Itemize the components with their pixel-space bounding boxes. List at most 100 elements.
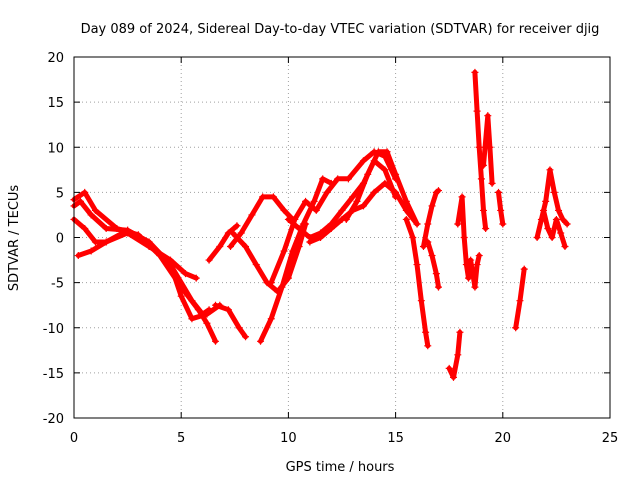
data-point — [548, 234, 556, 241]
data-point — [512, 324, 520, 332]
data-point — [344, 175, 352, 183]
data-point — [327, 224, 335, 232]
data-point — [471, 283, 479, 291]
data-point — [299, 220, 307, 228]
data-point — [252, 261, 260, 269]
data-point — [87, 247, 95, 255]
data-point — [460, 234, 468, 241]
data-point — [257, 337, 265, 345]
data-point — [402, 206, 410, 214]
x-tick-label: 20 — [495, 431, 512, 446]
data-point — [370, 188, 378, 196]
data-point — [319, 175, 327, 183]
series-arc-3 — [70, 215, 200, 282]
data-point — [413, 220, 421, 228]
y-tick-label: -5 — [51, 277, 64, 292]
data-point — [237, 229, 245, 237]
data-point — [434, 283, 442, 291]
x-tick-label: 15 — [387, 431, 404, 446]
series-band — [213, 302, 248, 340]
data-point — [473, 261, 481, 269]
data-point — [499, 220, 507, 228]
x-tick-label: 10 — [280, 431, 297, 446]
data-point — [229, 229, 237, 237]
data-point — [552, 215, 560, 223]
data-point — [413, 261, 421, 269]
y-tick-label: 20 — [47, 51, 64, 66]
data-point — [124, 226, 132, 234]
series-arc-22 — [512, 265, 528, 332]
y-tick-label: 15 — [47, 96, 64, 111]
data-point — [480, 161, 488, 169]
data-point — [454, 220, 462, 228]
data-point — [458, 193, 466, 201]
data-point — [432, 270, 440, 278]
x-axis-label: GPS time / hours — [286, 460, 395, 475]
series-band — [446, 329, 463, 380]
data-point — [267, 315, 275, 323]
series-band — [206, 223, 240, 263]
data-point — [469, 270, 477, 278]
data-point — [205, 256, 213, 264]
y-tick-label: 10 — [47, 141, 64, 156]
data-point — [424, 342, 432, 350]
series-band — [425, 239, 441, 290]
data-point — [449, 373, 457, 381]
data-point — [233, 222, 241, 230]
data-point — [533, 234, 541, 241]
chart-title: Day 089 of 2024, Sidereal Day-to-day VTE… — [81, 22, 600, 37]
data-point — [181, 270, 189, 278]
series-arc-8 — [227, 193, 297, 251]
data-point — [224, 306, 232, 314]
data-point — [550, 188, 558, 196]
data-point — [480, 206, 488, 214]
data-point — [76, 197, 84, 205]
y-tick-label: -15 — [43, 367, 64, 382]
data-point — [349, 206, 357, 214]
data-point — [259, 193, 267, 201]
data-point — [364, 170, 372, 178]
data-point — [516, 297, 524, 305]
data-point — [306, 238, 314, 246]
data-point — [302, 197, 310, 205]
data-point — [542, 197, 550, 205]
data-point — [323, 188, 331, 196]
data-point — [353, 197, 361, 205]
y-axis-label: SDTVAR / TECUs — [7, 185, 22, 292]
series-band — [230, 221, 309, 295]
data-point — [383, 148, 391, 156]
series-arc-16 — [424, 238, 442, 291]
series-band — [75, 227, 223, 322]
data-point — [471, 68, 479, 76]
data-point — [188, 297, 196, 305]
x-tick-label: 0 — [70, 431, 78, 446]
data-point — [212, 301, 220, 309]
data-point — [428, 202, 436, 210]
series-arc-20 — [480, 112, 496, 187]
data-point — [334, 175, 342, 183]
series-arc-5 — [205, 222, 241, 264]
data-point — [81, 188, 89, 196]
data-point — [166, 261, 174, 269]
data-point — [295, 224, 303, 232]
series-arc-2 — [70, 197, 213, 318]
data-point — [269, 193, 277, 201]
axis-ticks: 0 5 10 15 20 25 -20 -15 -10 -5 0 5 10 15 20 — [43, 51, 619, 446]
data-point — [546, 166, 554, 174]
data-point — [456, 328, 464, 336]
series-band — [71, 198, 212, 317]
series-arc-15 — [419, 187, 442, 251]
data-point — [557, 229, 565, 237]
data-point — [216, 243, 224, 251]
data-point — [280, 206, 288, 214]
data-point — [559, 215, 567, 223]
data-point — [381, 179, 389, 187]
series-arc-17 — [445, 328, 464, 381]
data-point — [242, 333, 250, 341]
data-point — [475, 252, 483, 260]
series-band — [541, 207, 568, 249]
data-point — [464, 274, 472, 282]
data-point — [473, 107, 481, 115]
data-point — [203, 310, 211, 318]
series-arc-6 — [212, 301, 250, 341]
